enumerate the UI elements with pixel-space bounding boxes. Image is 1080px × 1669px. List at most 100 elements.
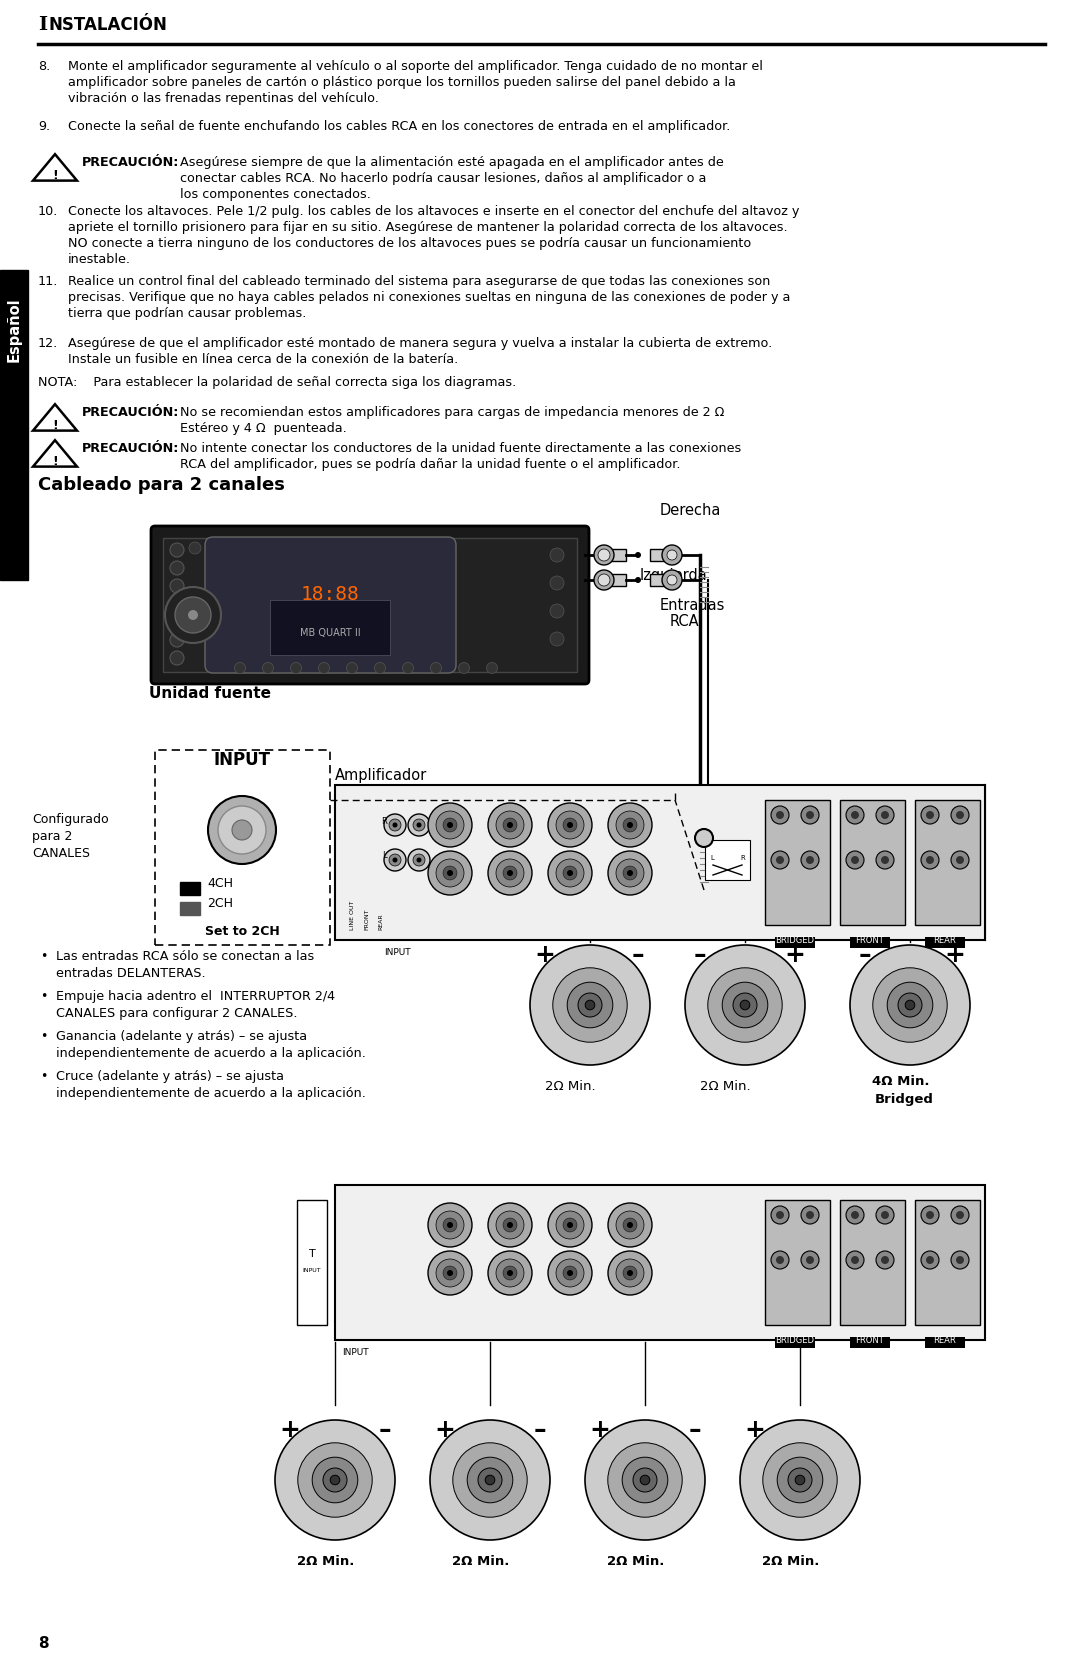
Circle shape — [616, 860, 644, 886]
FancyBboxPatch shape — [205, 537, 456, 673]
Circle shape — [488, 803, 532, 846]
Bar — [156, 749, 330, 945]
Circle shape — [723, 981, 768, 1028]
Circle shape — [170, 614, 184, 629]
Circle shape — [881, 856, 889, 865]
Text: –: – — [689, 1419, 701, 1442]
Circle shape — [627, 1222, 633, 1228]
Circle shape — [846, 1252, 864, 1268]
Text: apriete el tornillo prisionero para fijar en su sitio. Asegúrese de mantener la : apriete el tornillo prisionero para fija… — [68, 220, 787, 234]
Circle shape — [921, 806, 939, 824]
Text: Unidad fuente: Unidad fuente — [149, 686, 271, 701]
Text: FRONT: FRONT — [855, 936, 885, 945]
Circle shape — [851, 1257, 859, 1263]
Bar — [335, 1185, 985, 1340]
Circle shape — [496, 1212, 524, 1238]
Circle shape — [771, 851, 789, 870]
Text: 2Ω Min.: 2Ω Min. — [297, 1556, 354, 1567]
Text: Cruce (adelante y atrás) – se ajusta: Cruce (adelante y atrás) – se ajusta — [56, 1070, 284, 1083]
Text: Empuje hacia adentro el  INTERRUPTOR 2/4: Empuje hacia adentro el INTERRUPTOR 2/4 — [56, 990, 335, 1003]
Text: 2CH: 2CH — [207, 896, 233, 910]
Circle shape — [507, 823, 513, 828]
Circle shape — [685, 945, 805, 1065]
Circle shape — [881, 1257, 889, 1263]
Circle shape — [496, 811, 524, 840]
Circle shape — [170, 633, 184, 648]
Circle shape — [801, 851, 819, 870]
Circle shape — [298, 1442, 373, 1517]
Circle shape — [503, 1218, 517, 1232]
Circle shape — [851, 856, 859, 865]
Bar — [604, 574, 626, 586]
Text: Entradas: Entradas — [660, 598, 726, 613]
Text: No intente conectar los conductores de la unidad fuente directamente a las conex: No intente conectar los conductores de l… — [180, 442, 741, 456]
Circle shape — [873, 968, 947, 1041]
Text: MB QUART II: MB QUART II — [299, 628, 361, 638]
Circle shape — [846, 851, 864, 870]
Text: +: + — [784, 943, 806, 966]
Circle shape — [488, 1252, 532, 1295]
Circle shape — [623, 1218, 637, 1232]
Text: conectar cables RCA. No hacerlo podría causar lesiones, daños al amplificador o : conectar cables RCA. No hacerlo podría c… — [180, 172, 706, 185]
Text: •: • — [40, 990, 48, 1003]
Circle shape — [447, 870, 453, 876]
Bar — [915, 799, 980, 925]
Text: Español: Español — [6, 297, 22, 362]
Circle shape — [468, 1457, 513, 1502]
Bar — [850, 936, 890, 948]
Text: •: • — [40, 1070, 48, 1083]
Circle shape — [189, 542, 201, 554]
Text: –: – — [379, 1419, 391, 1442]
Text: LINE OUT: LINE OUT — [351, 901, 355, 930]
Circle shape — [323, 1469, 347, 1492]
Bar — [650, 549, 672, 561]
Bar — [705, 840, 750, 880]
Circle shape — [389, 819, 401, 831]
Circle shape — [175, 598, 211, 633]
Circle shape — [633, 1469, 657, 1492]
Text: entradas DELANTERAS.: entradas DELANTERAS. — [56, 966, 205, 980]
Circle shape — [795, 1475, 805, 1485]
Circle shape — [740, 1000, 750, 1010]
Circle shape — [550, 633, 564, 646]
Bar — [335, 784, 985, 940]
Circle shape — [188, 609, 198, 619]
Circle shape — [662, 546, 681, 566]
Circle shape — [413, 855, 426, 866]
Text: Cableado para 2 canales: Cableado para 2 canales — [38, 476, 285, 494]
Circle shape — [478, 1469, 502, 1492]
Circle shape — [262, 663, 273, 674]
Circle shape — [507, 1222, 513, 1228]
Circle shape — [778, 1457, 823, 1502]
Circle shape — [225, 542, 237, 554]
Text: No se recomiendan estos amplificadores para cargas de impedancia menores de 2 Ω: No se recomiendan estos amplificadores p… — [180, 406, 725, 419]
Text: BRIDGED: BRIDGED — [775, 1335, 814, 1345]
Circle shape — [707, 968, 782, 1041]
Circle shape — [384, 814, 406, 836]
Circle shape — [436, 1258, 464, 1287]
Text: Estéreo y 4 Ω  puenteada.: Estéreo y 4 Ω puenteada. — [180, 422, 347, 436]
Text: PRECAUCIÓN:: PRECAUCIÓN: — [82, 442, 179, 456]
Circle shape — [627, 823, 633, 828]
Circle shape — [921, 851, 939, 870]
Text: Conecte la señal de fuente enchufando los cables RCA en los conectores de entrad: Conecte la señal de fuente enchufando lo… — [68, 120, 730, 134]
Circle shape — [640, 1475, 650, 1485]
Circle shape — [771, 1252, 789, 1268]
Circle shape — [635, 577, 642, 582]
Text: 10.: 10. — [38, 205, 58, 219]
Text: +: + — [744, 1419, 766, 1442]
Text: RCA del amplificador, pues se podría dañar la unidad fuente o el amplificador.: RCA del amplificador, pues se podría dañ… — [180, 457, 680, 471]
Text: +: + — [434, 1419, 456, 1442]
Text: 2Ω Min.: 2Ω Min. — [545, 1080, 596, 1093]
Text: Amplificador: Amplificador — [335, 768, 428, 783]
Circle shape — [876, 806, 894, 824]
Circle shape — [430, 1420, 550, 1540]
Circle shape — [428, 1252, 472, 1295]
Circle shape — [563, 1218, 577, 1232]
Circle shape — [627, 1270, 633, 1277]
Circle shape — [881, 811, 889, 819]
Circle shape — [530, 945, 650, 1065]
Circle shape — [608, 1442, 683, 1517]
Text: PRECAUCIÓN:: PRECAUCIÓN: — [82, 155, 179, 169]
Circle shape — [488, 1203, 532, 1247]
